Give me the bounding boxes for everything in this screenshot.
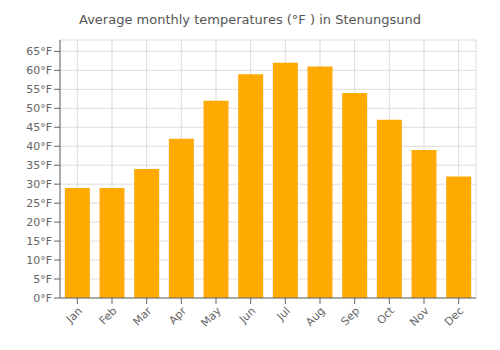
svg-text:Aug: Aug [303, 304, 327, 328]
svg-text:Sep: Sep [338, 304, 362, 328]
svg-text:Feb: Feb [97, 304, 120, 327]
svg-text:5°F: 5°F [33, 273, 52, 286]
svg-text:35°F: 35°F [26, 159, 52, 172]
svg-text:0°F: 0°F [33, 292, 52, 305]
svg-text:25°F: 25°F [26, 197, 52, 210]
svg-text:50°F: 50°F [26, 102, 52, 115]
svg-text:Nov: Nov [407, 304, 432, 329]
svg-text:Dec: Dec [442, 304, 466, 328]
svg-text:Jul: Jul [274, 304, 293, 323]
svg-text:Apr: Apr [166, 304, 189, 327]
svg-text:65°F: 65°F [26, 45, 52, 58]
svg-text:20°F: 20°F [26, 216, 52, 229]
svg-text:15°F: 15°F [26, 235, 52, 248]
svg-text:40°F: 40°F [26, 140, 52, 153]
svg-text:30°F: 30°F [26, 178, 52, 191]
svg-text:10°F: 10°F [26, 254, 52, 267]
svg-text:Jan: Jan [63, 304, 85, 326]
svg-text:55°F: 55°F [26, 83, 52, 96]
html-text:Average monthly temperatures (: Average monthly temperatures (°F ) in St… [79, 12, 421, 27]
svg-text:Mar: Mar [130, 304, 154, 328]
svg-text:45°F: 45°F [26, 121, 52, 134]
svg-text:Jun: Jun [236, 304, 258, 326]
svg-text:May: May [198, 304, 224, 330]
svg-text:Oct: Oct [374, 304, 397, 327]
svg-text:60°F: 60°F [26, 64, 52, 77]
